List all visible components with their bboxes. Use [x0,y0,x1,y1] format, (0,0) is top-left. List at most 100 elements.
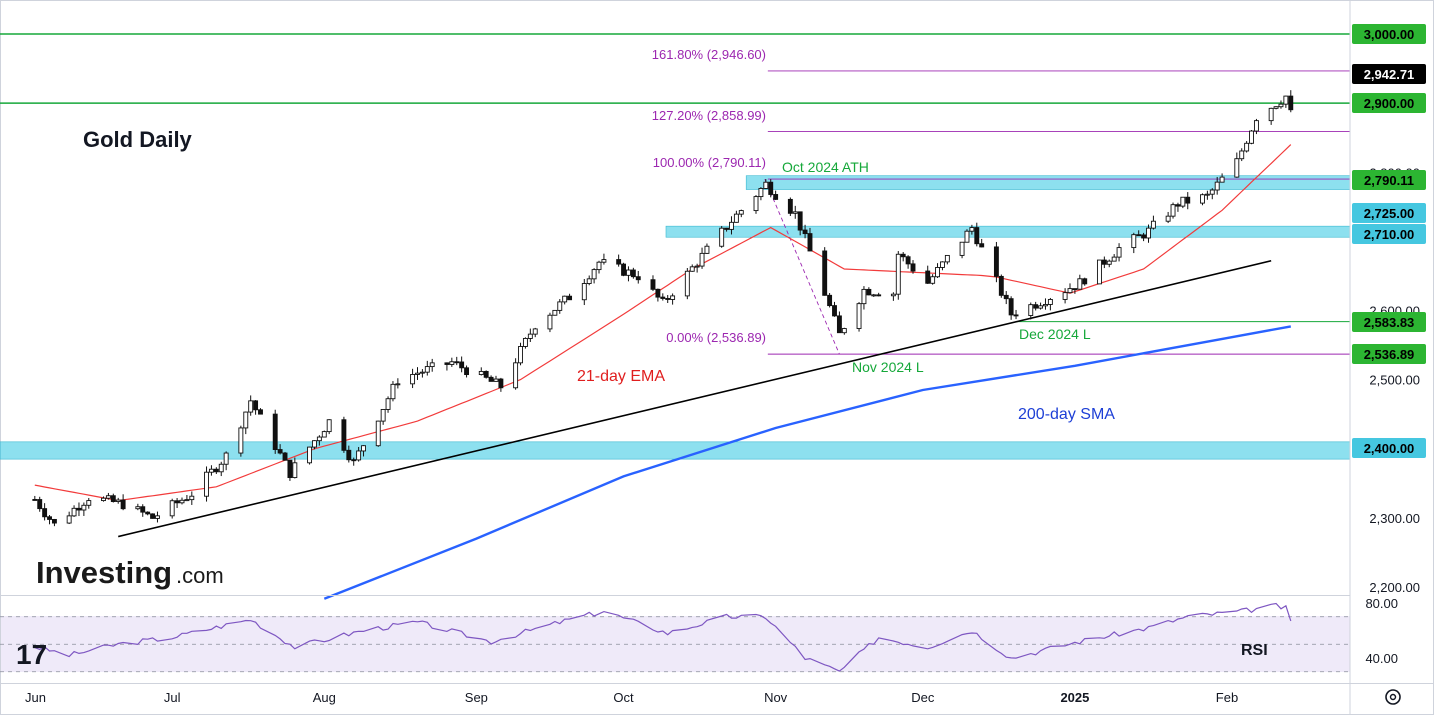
candle-body [1008,298,1014,316]
candle-body [218,463,224,473]
candle-body [282,452,288,461]
candle-body [807,233,813,252]
rsi-tick-label: 40.00 [1365,651,1398,666]
fib-label: 100.00% (2,790.11) [653,155,766,170]
candle-body [1219,176,1225,183]
candle-body [832,305,837,317]
candle-body [1033,304,1039,309]
candle-body [189,495,195,501]
candle-body [351,459,357,462]
candle-body [204,471,209,497]
candle-body [1165,215,1171,222]
price-tag-label: 3,000.00 [1364,27,1415,42]
fib-connector [764,178,840,355]
tradingview-logo: 17 [16,639,47,670]
candle-body [993,246,999,277]
candle-body [47,516,52,520]
price-tag [1352,170,1426,190]
candle-body [939,261,945,268]
candle-body [753,196,759,212]
candle-body [1150,220,1156,229]
candle-body [905,256,911,265]
candle-body [213,468,219,473]
candle-body [321,431,327,438]
candle-body [738,210,744,215]
sr-zone [745,175,1351,190]
price-tag-label: 2,725.00 [1364,206,1415,221]
candle-body [1038,305,1044,309]
price-tag-label: 2,536.89 [1364,347,1415,362]
candle-body [419,371,425,374]
candle-body [1047,299,1053,305]
candle-body [763,181,769,189]
candle-body [37,499,43,510]
candle-body [547,314,553,330]
candle-body [1013,314,1019,317]
candle-body [1101,259,1107,265]
candle-body [866,288,872,296]
candle-body [1234,158,1240,178]
fib-label: 0.00% (2,536.89) [666,330,766,345]
candle-body [719,227,725,247]
logo-text: Investing [36,555,172,590]
candle-body [1170,204,1176,217]
candle-body [380,408,386,422]
rsi-tick-label: 80.00 [1365,596,1398,611]
candle-body [42,508,48,518]
annotation-rsi: RSI [1241,642,1268,659]
candle-body [76,507,82,511]
candle-body [174,500,180,504]
y-tick-label: 2,300.00 [1369,511,1420,526]
candle-body [1180,196,1186,207]
candle-body [459,361,465,369]
candle-body [1116,247,1122,258]
x-tick-label: Jul [164,690,181,705]
candle-body [758,188,764,198]
price-tag-label: 2,942.71 [1364,67,1415,82]
candle-body [120,499,126,510]
candle-body [51,518,57,524]
candle-body [1200,194,1205,204]
candle-body [581,283,587,301]
price-tag [1352,438,1426,458]
candle-body [900,253,906,258]
settings-icon[interactable] [1385,689,1401,705]
price-tag-label: 2,400.00 [1364,441,1415,456]
price-tag [1352,344,1426,364]
candle-body [974,227,980,245]
candle-body [66,515,72,524]
candle-body [1131,234,1137,249]
candle-body [1268,107,1274,122]
candle-body [527,333,533,339]
price-tag [1352,24,1426,44]
x-tick-label: Dec [911,690,935,705]
candle-body [827,294,833,307]
candle-body [670,295,676,300]
annotation-sma: 200-day SMA [1018,406,1115,423]
candle-body [341,419,347,451]
candle-body [792,211,798,214]
candle-body [356,450,362,461]
candle-body [836,315,842,334]
candle-body [665,298,671,300]
candle-body [385,398,391,410]
candle-body [591,269,597,280]
price-tag-label: 2,710.00 [1364,227,1415,242]
candle-body [513,362,519,389]
candle-body [424,366,430,373]
candle-body [292,462,298,479]
candle-body [454,361,460,364]
candle-body [277,449,283,454]
candle-body [655,288,661,298]
candle-body [1175,204,1181,207]
candle-body [316,436,322,442]
sr-zone [0,441,1351,460]
candle-body [1209,189,1215,195]
candle-body [1141,234,1147,239]
candle-body [1043,304,1048,307]
candle-body [1082,278,1088,285]
candle-body [621,263,626,276]
candle-body [998,275,1004,296]
